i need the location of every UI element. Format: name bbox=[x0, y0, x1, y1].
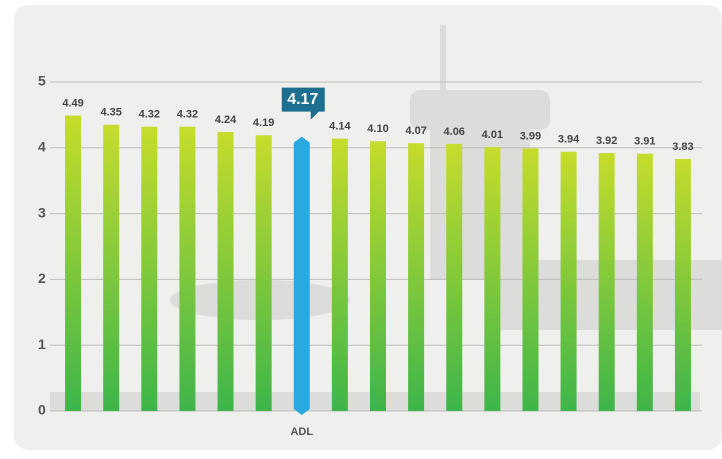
value-label: 4.06 bbox=[444, 126, 465, 138]
y-tick-label: 4 bbox=[38, 139, 46, 155]
bar bbox=[255, 135, 272, 411]
bar-highlight bbox=[293, 136, 310, 415]
bar bbox=[370, 141, 386, 411]
value-label: 4.01 bbox=[482, 129, 503, 141]
bar bbox=[217, 132, 234, 411]
panel bbox=[14, 5, 722, 450]
bar bbox=[674, 158, 691, 411]
value-label: 4.49 bbox=[62, 97, 83, 109]
bar bbox=[636, 153, 653, 412]
value-label: 3.92 bbox=[596, 135, 617, 147]
y-tick-label: 5 bbox=[38, 73, 46, 89]
x-tick-label: ADL bbox=[290, 426, 313, 438]
bar bbox=[331, 138, 348, 411]
value-label: 4.14 bbox=[329, 120, 351, 132]
value-label: 4.07 bbox=[405, 125, 426, 137]
bar bbox=[560, 151, 577, 412]
value-label: 3.99 bbox=[520, 130, 541, 142]
value-label: 4.32 bbox=[177, 109, 198, 121]
value-label: 3.91 bbox=[634, 136, 655, 148]
callout bbox=[281, 87, 325, 120]
y-tick-label: 3 bbox=[38, 204, 46, 220]
bar bbox=[598, 153, 615, 411]
y-tick-label: 2 bbox=[38, 270, 46, 286]
y-tick-label: 1 bbox=[38, 336, 46, 352]
bar bbox=[141, 126, 158, 411]
bar bbox=[65, 115, 82, 412]
bar bbox=[408, 143, 425, 411]
value-label: 4.17 bbox=[287, 91, 318, 108]
value-label: 4.24 bbox=[215, 114, 237, 126]
bar bbox=[103, 124, 120, 412]
bar bbox=[484, 147, 501, 411]
value-label: 4.32 bbox=[139, 109, 160, 121]
bar bbox=[446, 143, 463, 412]
bar bbox=[522, 148, 539, 411]
value-label: 4.19 bbox=[253, 117, 274, 129]
value-label: 3.94 bbox=[558, 134, 580, 146]
value-label: 4.35 bbox=[100, 107, 121, 119]
value-label: 4.10 bbox=[367, 123, 388, 135]
value-label: 3.83 bbox=[672, 141, 693, 153]
y-tick-label: 0 bbox=[38, 402, 46, 418]
bar bbox=[179, 126, 196, 411]
